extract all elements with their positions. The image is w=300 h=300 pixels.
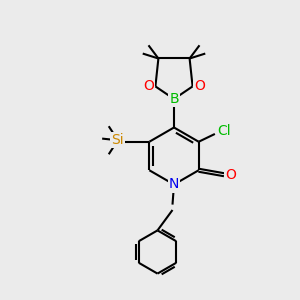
Text: B: B xyxy=(169,92,179,106)
Text: Cl: Cl xyxy=(217,124,231,138)
Text: Si: Si xyxy=(112,133,124,147)
Text: O: O xyxy=(194,80,205,93)
Text: O: O xyxy=(143,80,154,93)
Text: N: N xyxy=(169,178,179,191)
Text: O: O xyxy=(225,168,236,182)
